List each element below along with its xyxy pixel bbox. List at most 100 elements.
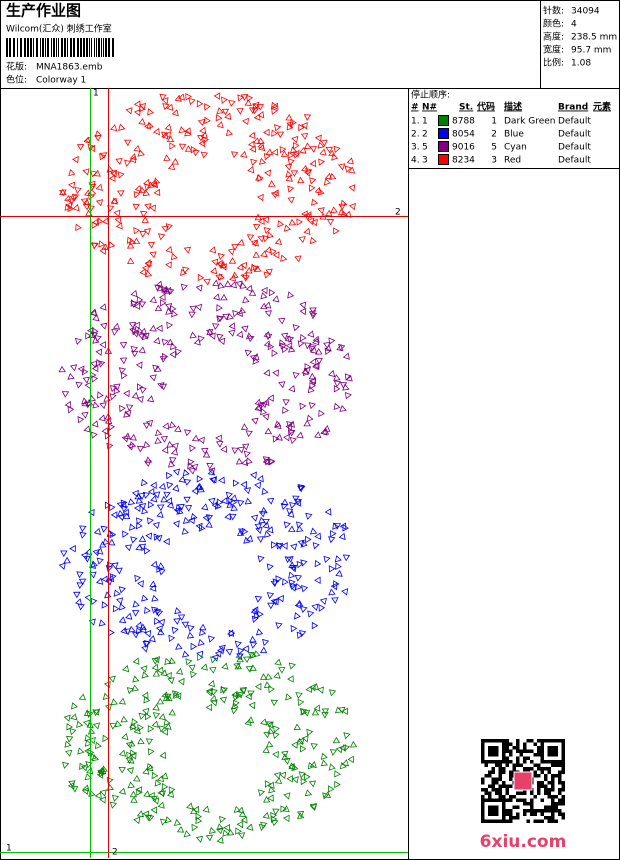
stitch-mark	[115, 222, 123, 230]
stitch-mark	[271, 129, 278, 137]
stitch-mark	[228, 100, 236, 107]
stitch-mark	[81, 411, 89, 419]
qr-cell	[558, 809, 562, 813]
qr-cell	[523, 802, 527, 806]
stitch-mark	[153, 177, 161, 185]
qr-cell	[512, 763, 516, 767]
qr-cell	[540, 749, 544, 753]
qr-cell	[491, 770, 495, 774]
qr-cell	[554, 809, 558, 813]
stitch-mark	[163, 537, 170, 546]
stitch-mark	[231, 690, 239, 699]
stitch-mark	[333, 145, 341, 154]
qr-cell	[540, 739, 544, 743]
stitch-mark	[118, 367, 127, 375]
stitch-mark	[189, 305, 197, 313]
qr-cell	[558, 781, 562, 785]
qr-cell	[544, 760, 548, 764]
sheet-title: 生产作业图	[6, 2, 81, 20]
stitch-mark	[160, 669, 168, 677]
stitch-mark	[309, 307, 317, 314]
stitch-mark	[209, 246, 217, 254]
stitch-mark	[296, 218, 303, 226]
stitch-mark	[126, 751, 133, 760]
stitch-mark	[288, 763, 295, 771]
qr-cell	[491, 788, 495, 792]
qr-cell	[519, 753, 523, 757]
qr-cell	[540, 756, 544, 760]
stitch-mark	[181, 527, 189, 535]
stitch-mark	[262, 235, 270, 243]
qr-cell	[561, 742, 565, 746]
stitch-mark	[274, 237, 282, 246]
color-swatch	[438, 154, 449, 165]
stitch-mark	[175, 503, 183, 512]
stitch-mark	[299, 146, 307, 154]
stitch-mark	[150, 481, 157, 489]
stitch-mark	[207, 468, 216, 476]
stitch-mark	[144, 606, 151, 615]
stitch-mark	[131, 684, 140, 692]
stitch-mark	[192, 805, 200, 814]
stitch-mark	[191, 487, 199, 495]
stitch-mark	[190, 146, 198, 154]
stitch-mark	[330, 582, 338, 591]
stitch-mark	[328, 369, 336, 378]
stitch-mark	[288, 218, 297, 226]
stitch-mark	[183, 496, 191, 504]
qr-cell	[547, 770, 551, 774]
qr-cell	[537, 749, 541, 753]
qr-cell	[516, 746, 520, 750]
stitch-mark	[166, 103, 174, 112]
stitch-mark	[319, 148, 327, 156]
stitch-mark	[82, 784, 90, 792]
bar-stripe	[108, 38, 110, 57]
stitch-mark	[299, 333, 307, 342]
qr-cell	[530, 791, 534, 795]
stitch-mark	[188, 97, 196, 106]
stitch-mark	[250, 158, 258, 166]
stitch-mark	[286, 775, 293, 783]
stitch-mark	[59, 189, 67, 197]
stitch-mark	[82, 719, 91, 727]
stitches: 9016	[452, 143, 475, 153]
stitch-mark	[144, 270, 153, 278]
stitch-mark	[154, 284, 162, 292]
stitch-mark	[141, 645, 149, 653]
qr-cell	[491, 760, 495, 764]
qr-cell	[512, 746, 516, 750]
qr-cell	[505, 742, 509, 746]
stitch-mark	[292, 142, 300, 150]
bar-stripe	[103, 38, 104, 57]
stitch-mark	[122, 512, 131, 520]
code: 3	[491, 156, 497, 166]
stitch-mark	[288, 385, 296, 393]
qr-cell	[509, 798, 513, 802]
stitch-mark	[130, 536, 138, 544]
stitch-mark	[248, 131, 256, 140]
qr-cell	[530, 802, 534, 806]
stitch-mark	[215, 441, 224, 448]
stitch-mark	[137, 332, 146, 340]
stitch-mark	[296, 525, 304, 532]
stitch-mark	[208, 680, 216, 688]
stitch-mark	[204, 116, 211, 125]
stitch-mark	[286, 420, 294, 429]
qr-cell	[554, 819, 558, 823]
qr-cell	[551, 749, 555, 753]
bar-stripe	[51, 38, 52, 57]
qr-cell	[551, 816, 555, 820]
stitch-mark	[135, 361, 143, 369]
stitch-mark	[114, 216, 122, 224]
stitch-mark	[110, 698, 118, 706]
qr-cell	[530, 739, 534, 743]
stitch-mark	[290, 543, 298, 551]
stitch-mark	[328, 337, 336, 345]
qr-cell	[547, 753, 551, 757]
stitch-mark	[151, 720, 159, 728]
stitch-mark	[326, 218, 335, 226]
stitch-mark	[284, 335, 292, 343]
stitch-mark	[144, 547, 151, 555]
stitch-mark	[124, 544, 133, 552]
stitch-mark	[242, 656, 251, 663]
